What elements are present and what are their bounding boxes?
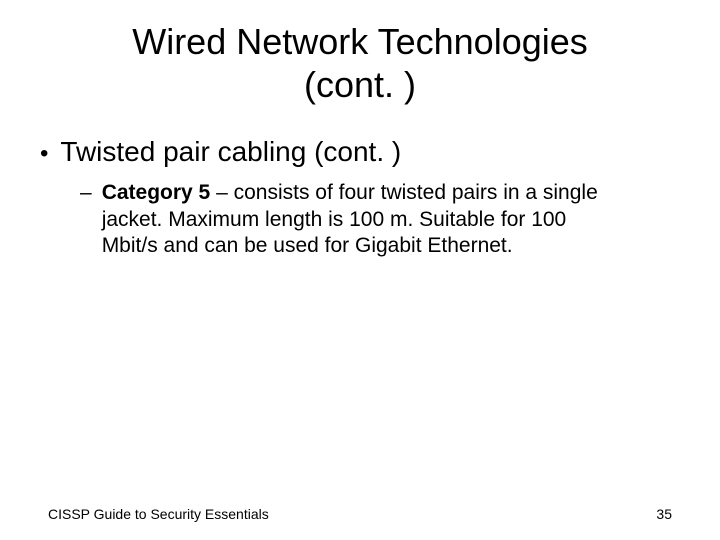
slide-content: • Twisted pair cabling (cont. ) – Catego… bbox=[0, 116, 720, 259]
bullet-text-level1: Twisted pair cabling (cont. ) bbox=[60, 136, 401, 168]
bullet-marker-disc: • bbox=[40, 142, 48, 166]
bullet-item-level2: – Category 5 – consists of four twisted … bbox=[80, 180, 620, 259]
slide-footer: CISSP Guide to Security Essentials 35 bbox=[0, 506, 720, 522]
title-line-2: (cont. ) bbox=[0, 63, 720, 106]
bullet-marker-dash: – bbox=[80, 180, 92, 206]
footer-source: CISSP Guide to Security Essentials bbox=[48, 506, 269, 522]
bullet-text-level2: Category 5 – consists of four twisted pa… bbox=[102, 180, 620, 259]
slide-title: Wired Network Technologies (cont. ) bbox=[0, 0, 720, 116]
title-line-1: Wired Network Technologies bbox=[0, 20, 720, 63]
bullet-item-level1: • Twisted pair cabling (cont. ) bbox=[40, 136, 660, 168]
bullet-bold-prefix: Category 5 bbox=[102, 181, 211, 204]
page-number: 35 bbox=[656, 506, 672, 522]
